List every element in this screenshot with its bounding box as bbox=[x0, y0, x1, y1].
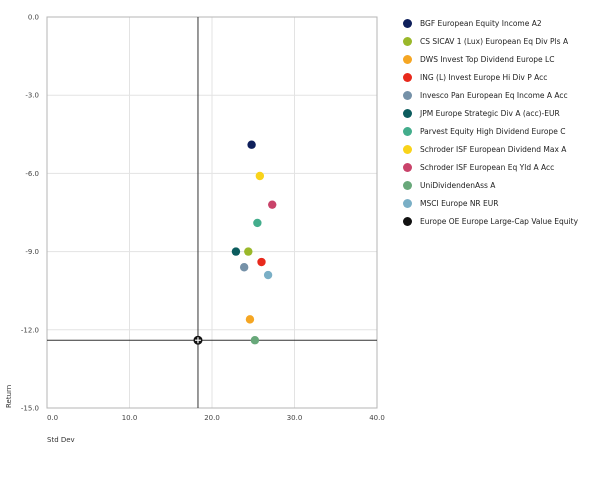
legend-marker-icon bbox=[403, 36, 412, 46]
data-points bbox=[231, 140, 277, 345]
legend-item: CS SICAV 1 (Lux) European Eq Div Pls A bbox=[398, 32, 578, 50]
data-point[interactable] bbox=[253, 218, 262, 228]
x-axis-ticks: 0.0 10.0 20.0 30.0 40.0 bbox=[47, 414, 385, 422]
legend-marker-icon bbox=[403, 198, 412, 208]
legend-label: BGF European Equity Income A2 bbox=[420, 18, 542, 28]
data-point[interactable] bbox=[239, 263, 249, 272]
y-axis-ticks: 0.0 -3.0 -6.0 -9.0 -12.0 -15.0 bbox=[21, 14, 39, 413]
x-tick-label: 30.0 bbox=[287, 414, 303, 422]
legend-label: Schroder ISF European Eq Yld A Acc bbox=[420, 162, 555, 172]
legend-item: ING (L) Invest Europe Hi Div P Acc bbox=[398, 68, 578, 86]
legend-item: Invesco Pan European Eq Income A Acc bbox=[398, 86, 578, 104]
legend-marker-icon bbox=[403, 180, 412, 190]
data-point[interactable] bbox=[247, 140, 256, 149]
legend-label: Parvest Equity High Dividend Europe C bbox=[420, 126, 566, 136]
legend-item: JPM Europe Strategic Div A (acc)-EUR bbox=[398, 104, 578, 122]
legend-marker-icon bbox=[403, 162, 412, 172]
y-tick-label: -3.0 bbox=[25, 92, 39, 100]
legend-label: JPM Europe Strategic Div A (acc)-EUR bbox=[420, 108, 560, 118]
x-tick-label: 40.0 bbox=[369, 414, 385, 422]
data-point[interactable] bbox=[244, 247, 253, 256]
legend-item: DWS Invest Top Dividend Europe LC bbox=[398, 50, 578, 68]
y-tick-label: 0.0 bbox=[28, 14, 39, 22]
legend-label: ING (L) Invest Europe Hi Div P Acc bbox=[420, 72, 548, 82]
legend-label: Europe OE Europe Large-Cap Value Equity bbox=[420, 216, 579, 226]
legend-marker-icon bbox=[403, 72, 412, 82]
data-point[interactable] bbox=[231, 247, 241, 256]
data-point[interactable] bbox=[250, 336, 260, 345]
legend-marker-icon bbox=[403, 90, 412, 100]
chart-legend: BGF European Equity Income A2 CS SICAV 1 … bbox=[398, 14, 578, 230]
legend-label: CS SICAV 1 (Lux) European Eq Div Pls A bbox=[420, 36, 569, 46]
legend-item: UniDividendenAss A bbox=[398, 176, 578, 194]
legend-item: Parvest Equity High Dividend Europe C bbox=[398, 122, 578, 140]
x-tick-label: 20.0 bbox=[204, 414, 220, 422]
legend-item: Europe OE Europe Large-Cap Value Equity bbox=[398, 212, 578, 230]
legend-item: Schroder ISF European Eq Yld A Acc bbox=[398, 158, 578, 176]
y-tick-label: -9.0 bbox=[25, 248, 39, 256]
data-point[interactable] bbox=[263, 270, 273, 280]
legend-label: MSCI Europe NR EUR bbox=[420, 198, 499, 208]
benchmark-marker bbox=[193, 335, 203, 345]
y-axis-title: Return bbox=[5, 385, 13, 408]
legend-item: MSCI Europe NR EUR bbox=[398, 194, 578, 212]
legend-marker-icon bbox=[403, 108, 412, 118]
data-point[interactable] bbox=[245, 315, 255, 324]
x-axis-title: Std Dev bbox=[47, 436, 75, 444]
legend-label: DWS Invest Top Dividend Europe LC bbox=[420, 54, 555, 64]
plot-border bbox=[46, 16, 378, 409]
legend-marker-icon bbox=[403, 144, 412, 154]
legend-label: Invesco Pan European Eq Income A Acc bbox=[420, 90, 568, 100]
data-point[interactable] bbox=[257, 257, 266, 267]
y-tick-label: -12.0 bbox=[21, 326, 39, 334]
legend-marker-icon bbox=[403, 126, 412, 136]
legend-marker-icon bbox=[403, 18, 412, 28]
y-tick-label: -6.0 bbox=[25, 170, 39, 178]
legend-item: BGF European Equity Income A2 bbox=[398, 14, 578, 32]
grid-lines bbox=[46, 16, 378, 409]
legend-label: Schroder ISF European Dividend Max A bbox=[420, 144, 567, 154]
x-tick-label: 0.0 bbox=[47, 414, 58, 422]
legend-marker-icon bbox=[403, 216, 412, 226]
legend-label: UniDividendenAss A bbox=[420, 180, 496, 190]
x-tick-label: 10.0 bbox=[122, 414, 138, 422]
scatter-chart: 0.0 10.0 20.0 30.0 40.0 0.0 -3.0 -6.0 -9.0 -12.0… bbox=[5, 14, 385, 445]
legend-marker-icon bbox=[403, 54, 412, 64]
legend-item: Schroder ISF European Dividend Max A bbox=[398, 140, 578, 158]
data-point[interactable] bbox=[268, 200, 277, 209]
y-tick-label: -15.0 bbox=[21, 405, 39, 413]
data-point[interactable] bbox=[255, 171, 265, 181]
